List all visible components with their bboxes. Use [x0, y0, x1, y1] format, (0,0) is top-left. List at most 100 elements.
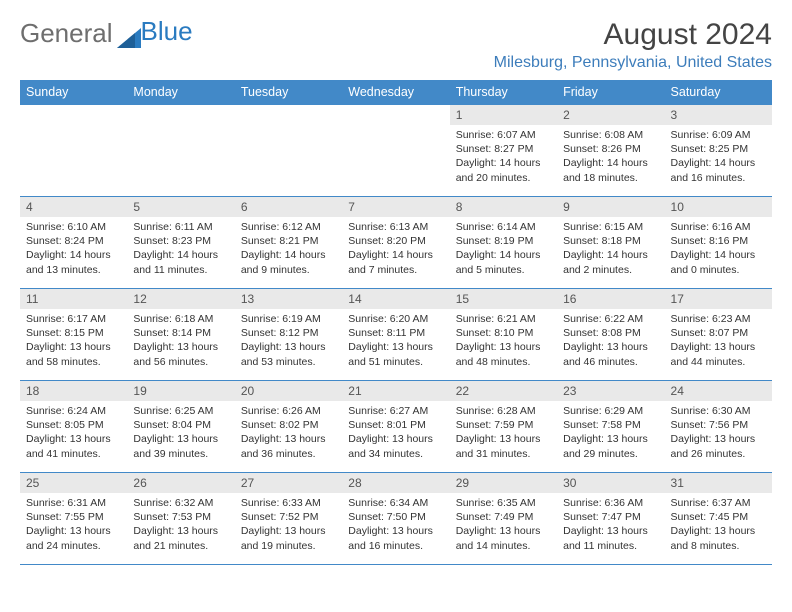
- sunrise-text: Sunrise: 6:32 AM: [133, 496, 228, 510]
- logo-sail-icon: [117, 24, 141, 44]
- calendar-day-cell: [127, 105, 234, 197]
- sunrise-text: Sunrise: 6:14 AM: [456, 220, 551, 234]
- daylight-text: Daylight: 13 hours and 51 minutes.: [348, 340, 443, 368]
- daylight-text: Daylight: 13 hours and 56 minutes.: [133, 340, 228, 368]
- daylight-text: Daylight: 14 hours and 7 minutes.: [348, 248, 443, 276]
- calendar-day-cell: 21Sunrise: 6:27 AMSunset: 8:01 PMDayligh…: [342, 381, 449, 473]
- day-content: Sunrise: 6:18 AMSunset: 8:14 PMDaylight:…: [127, 309, 234, 373]
- day-number: 17: [665, 289, 772, 309]
- weekday-header: Saturday: [665, 80, 772, 105]
- day-content: Sunrise: 6:13 AMSunset: 8:20 PMDaylight:…: [342, 217, 449, 281]
- day-content: Sunrise: 6:28 AMSunset: 7:59 PMDaylight:…: [450, 401, 557, 465]
- brand-part1: General: [20, 18, 113, 49]
- day-content: Sunrise: 6:29 AMSunset: 7:58 PMDaylight:…: [557, 401, 664, 465]
- day-number: 20: [235, 381, 342, 401]
- sunset-text: Sunset: 8:24 PM: [26, 234, 121, 248]
- calendar-day-cell: 9Sunrise: 6:15 AMSunset: 8:18 PMDaylight…: [557, 197, 664, 289]
- day-content: Sunrise: 6:21 AMSunset: 8:10 PMDaylight:…: [450, 309, 557, 373]
- sunset-text: Sunset: 7:45 PM: [671, 510, 766, 524]
- sunrise-text: Sunrise: 6:11 AM: [133, 220, 228, 234]
- sunrise-text: Sunrise: 6:10 AM: [26, 220, 121, 234]
- sunrise-text: Sunrise: 6:09 AM: [671, 128, 766, 142]
- brand-logo: General Blue: [20, 18, 193, 49]
- sunrise-text: Sunrise: 6:24 AM: [26, 404, 121, 418]
- daylight-text: Daylight: 13 hours and 39 minutes.: [133, 432, 228, 460]
- sunrise-text: Sunrise: 6:26 AM: [241, 404, 336, 418]
- sunset-text: Sunset: 8:15 PM: [26, 326, 121, 340]
- daylight-text: Daylight: 14 hours and 9 minutes.: [241, 248, 336, 276]
- day-number: 27: [235, 473, 342, 493]
- daylight-text: Daylight: 13 hours and 8 minutes.: [671, 524, 766, 552]
- page-header: General Blue August 2024 Milesburg, Penn…: [20, 18, 772, 72]
- sunset-text: Sunset: 7:53 PM: [133, 510, 228, 524]
- day-number: 10: [665, 197, 772, 217]
- calendar-day-cell: 17Sunrise: 6:23 AMSunset: 8:07 PMDayligh…: [665, 289, 772, 381]
- calendar-day-cell: [342, 105, 449, 197]
- weekday-header: Friday: [557, 80, 664, 105]
- calendar-day-cell: 31Sunrise: 6:37 AMSunset: 7:45 PMDayligh…: [665, 473, 772, 565]
- sunrise-text: Sunrise: 6:19 AM: [241, 312, 336, 326]
- calendar-day-cell: [20, 105, 127, 197]
- calendar-day-cell: 29Sunrise: 6:35 AMSunset: 7:49 PMDayligh…: [450, 473, 557, 565]
- calendar-body: 1Sunrise: 6:07 AMSunset: 8:27 PMDaylight…: [20, 105, 772, 565]
- daylight-text: Daylight: 13 hours and 48 minutes.: [456, 340, 551, 368]
- day-number: 13: [235, 289, 342, 309]
- sunset-text: Sunset: 8:01 PM: [348, 418, 443, 432]
- day-number: 19: [127, 381, 234, 401]
- sunset-text: Sunset: 8:05 PM: [26, 418, 121, 432]
- sunrise-text: Sunrise: 6:22 AM: [563, 312, 658, 326]
- day-number: 28: [342, 473, 449, 493]
- calendar-week-row: 18 Sunrise: 6:24 AMSunset: 8:05 PM Dayligh…: [20, 381, 772, 473]
- calendar-day-cell: 11Sunrise: 6:17 AMSunset: 8:15 PMDayligh…: [20, 289, 127, 381]
- sunrise-text: Sunrise: 6:16 AM: [671, 220, 766, 234]
- sunrise-text: Sunrise: 6:20 AM: [348, 312, 443, 326]
- weekday-header-row: SundayMondayTuesdayWednesdayThursdayFrid…: [20, 80, 772, 105]
- sunrise-text: Sunrise: 6:34 AM: [348, 496, 443, 510]
- calendar-day-cell: 7Sunrise: 6:13 AMSunset: 8:20 PMDaylight…: [342, 197, 449, 289]
- sunrise-text: Sunrise: 6:21 AM: [456, 312, 551, 326]
- sunset-text: Sunset: 8:14 PM: [133, 326, 228, 340]
- weekday-header: Sunday: [20, 80, 127, 105]
- sunrise-text: Sunrise: 6:13 AM: [348, 220, 443, 234]
- sunset-text: Sunset: 8:20 PM: [348, 234, 443, 248]
- daylight-text: Daylight: 14 hours and 16 minutes.: [671, 156, 766, 184]
- sunset-text: Sunset: 8:21 PM: [241, 234, 336, 248]
- day-number: 30: [557, 473, 664, 493]
- day-content: Sunrise: 6:35 AMSunset: 7:49 PMDaylight:…: [450, 493, 557, 557]
- sunset-text: Sunset: 8:16 PM: [671, 234, 766, 248]
- calendar-day-cell: 1Sunrise: 6:07 AMSunset: 8:27 PMDaylight…: [450, 105, 557, 197]
- calendar-day-cell: 2Sunrise: 6:08 AMSunset: 8:26 PMDaylight…: [557, 105, 664, 197]
- day-number: 23: [557, 381, 664, 401]
- header-right: August 2024 Milesburg, Pennsylvania, Uni…: [494, 18, 772, 72]
- daylight-text: Daylight: 13 hours and 19 minutes.: [241, 524, 336, 552]
- day-number: 3: [665, 105, 772, 125]
- sunset-text: Sunset: 8:12 PM: [241, 326, 336, 340]
- weekday-header: Tuesday: [235, 80, 342, 105]
- day-number: 18: [20, 381, 127, 401]
- daylight-text: Daylight: 13 hours and 44 minutes.: [671, 340, 766, 368]
- calendar-day-cell: 24Sunrise: 6:30 AMSunset: 7:56 PMDayligh…: [665, 381, 772, 473]
- sunrise-text: Sunrise: 6:23 AM: [671, 312, 766, 326]
- day-content: Sunrise: 6:34 AMSunset: 7:50 PMDaylight:…: [342, 493, 449, 557]
- calendar-week-row: 1Sunrise: 6:07 AMSunset: 8:27 PMDaylight…: [20, 105, 772, 197]
- day-content: Sunrise: 6:31 AMSunset: 7:55 PMDaylight:…: [20, 493, 127, 557]
- day-number: 21: [342, 381, 449, 401]
- sunset-text: Sunset: 8:19 PM: [456, 234, 551, 248]
- daylight-text: Daylight: 13 hours and 26 minutes.: [671, 432, 766, 460]
- sunrise-text: Sunrise: 6:29 AM: [563, 404, 658, 418]
- calendar-day-cell: 23Sunrise: 6:29 AMSunset: 7:58 PMDayligh…: [557, 381, 664, 473]
- sunset-text: Sunset: 8:10 PM: [456, 326, 551, 340]
- sunrise-text: Sunrise: 6:07 AM: [456, 128, 551, 142]
- day-number: 7: [342, 197, 449, 217]
- calendar-day-cell: 5Sunrise: 6:11 AMSunset: 8:23 PMDaylight…: [127, 197, 234, 289]
- day-content: Sunrise: 6:32 AMSunset: 7:53 PMDaylight:…: [127, 493, 234, 557]
- sunset-text: Sunset: 8:27 PM: [456, 142, 551, 156]
- daylight-text: Daylight: 13 hours and 21 minutes.: [133, 524, 228, 552]
- day-content: Sunrise: 6:22 AMSunset: 8:08 PMDaylight:…: [557, 309, 664, 373]
- calendar-day-cell: 15Sunrise: 6:21 AMSunset: 8:10 PMDayligh…: [450, 289, 557, 381]
- sunset-text: Sunset: 8:04 PM: [133, 418, 228, 432]
- sunrise-text: Sunrise: 6:37 AM: [671, 496, 766, 510]
- sunrise-text: Sunrise: 6:31 AM: [26, 496, 121, 510]
- daylight-text: Daylight: 13 hours and 53 minutes.: [241, 340, 336, 368]
- sunset-text: Sunset: 7:55 PM: [26, 510, 121, 524]
